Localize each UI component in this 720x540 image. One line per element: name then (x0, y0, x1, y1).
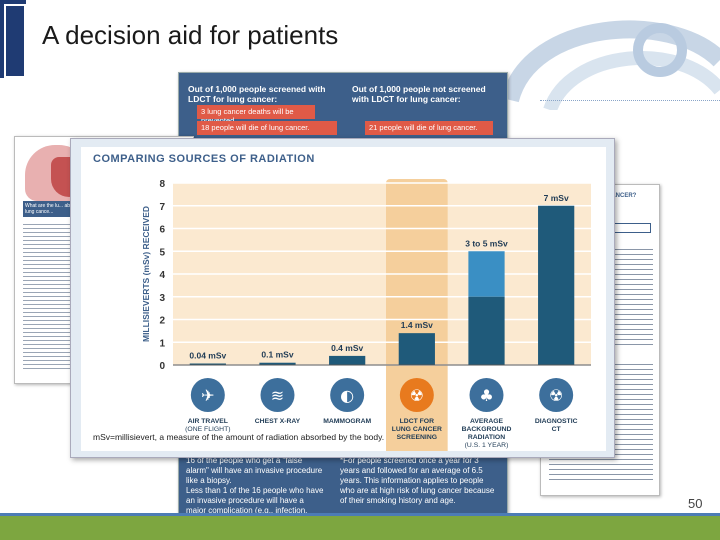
bar-data-label: 0.1 mSv (261, 350, 293, 360)
radiation-icon-glyph: ☢ (549, 386, 563, 405)
y-tick-label: 7 (159, 202, 165, 213)
bar-data-label: 7 mSv (544, 193, 569, 203)
screened-panel-heading: Out of 1,000 people screened with LDCT f… (188, 84, 326, 105)
bar (329, 355, 366, 365)
radiation-bar-chart: 0 1 2 3 4 5 6 7 8 MILLISIEVERTS (mSv) RECEIVED 0.0… (141, 179, 591, 451)
y-tick-label: 6 (159, 225, 165, 236)
radiation-comparison-card: COMPARING SOURCES OF RADIATION 0 1 2 3 4 5 6 7 8… (70, 138, 615, 458)
radiation-icon-glyph: ☢ (410, 386, 424, 405)
x-category-label: MAMMOGRAM (323, 418, 371, 425)
y-tick-label: 5 (159, 247, 165, 258)
tree-icon-glyph: ♣ (479, 386, 493, 405)
y-tick-label: 4 (159, 270, 165, 281)
x-category-label: AIR TRAVEL (ONE FLIGHT) (185, 418, 230, 433)
bar-data-label: 0.4 mSv (331, 343, 363, 353)
y-tick-label: 3 (159, 293, 165, 304)
left-page-heading: What are the lu... about lung cance... (25, 203, 77, 215)
airplane-icon (190, 378, 225, 412)
right-page-checkbox-area (611, 223, 651, 233)
y-tick-label: 1 (159, 338, 165, 349)
bar-data-label: 3 to 5 mSv (465, 238, 508, 248)
msv-definition-footnote: mSv=millisievert, a measure of the amoun… (93, 432, 385, 442)
y-axis-label: MILLISIEVERTS (mSv) RECEIVED (141, 206, 151, 342)
deaths-prevented-stat: 3 lung cancer deaths will be prevented. (197, 105, 315, 125)
bar (259, 362, 296, 365)
title-accent-bar (0, 0, 26, 78)
x-category-label: LDCT FOR LUNG CANCER SCREENING (392, 418, 442, 441)
bar (538, 205, 575, 365)
footer-band (0, 513, 720, 540)
logo-swirl-graphic (501, 20, 720, 110)
chart-panel: COMPARING SOURCES OF RADIATION 0 1 2 3 4 5 6 7 8… (81, 147, 606, 451)
range-bar (468, 251, 505, 297)
airplane-icon-glyph: ✈ (201, 386, 214, 405)
radiation-icon (399, 378, 434, 412)
bar (468, 296, 505, 365)
decorative-dotted-line (540, 100, 720, 101)
bar-data-label: 0.04 mSv (189, 351, 226, 361)
y-tick-label: 0 (159, 361, 165, 372)
x-category-label: CHEST X-RAY (255, 418, 301, 425)
bar (189, 363, 226, 365)
mammogram-icon (330, 378, 365, 412)
screening-footnote-text: *For people screened once a year for 3 y… (340, 456, 495, 505)
chart-title: COMPARING SOURCES OF RADIATION (93, 153, 315, 165)
bar (398, 333, 435, 365)
slide-title: A decision aid for patients (42, 20, 339, 50)
not-screened-panel-heading: Out of 1,000 people not screened with LD… (352, 84, 486, 105)
x-category-label: AVERAGE BACKGROUND RADIATION (U.S. 1 YEAR) (462, 418, 512, 449)
bar-data-label: 1.4 mSv (401, 320, 433, 330)
right-page-heading: CANCER? (607, 193, 637, 199)
screened-deaths-stat: 18 people will die of lung cancer. (197, 121, 337, 135)
y-tick-label: 2 (159, 316, 165, 327)
tree-icon (469, 378, 504, 412)
y-tick-label: 8 (159, 179, 165, 190)
chest-xray-icon (260, 378, 295, 412)
chest-xray-icon-glyph: ≋ (271, 386, 284, 405)
page-number: 50 (688, 496, 703, 511)
radiation-icon (539, 378, 574, 412)
highlight-column (386, 179, 448, 451)
left-page-heading-strip: What are the lu... about lung cance... (23, 201, 83, 217)
mammogram-icon-glyph: ◐ (340, 386, 354, 405)
x-category-label: DIAGNOSTIC CT (535, 418, 578, 433)
not-screened-deaths-stat: 21 people will die of lung cancer. (365, 121, 493, 135)
